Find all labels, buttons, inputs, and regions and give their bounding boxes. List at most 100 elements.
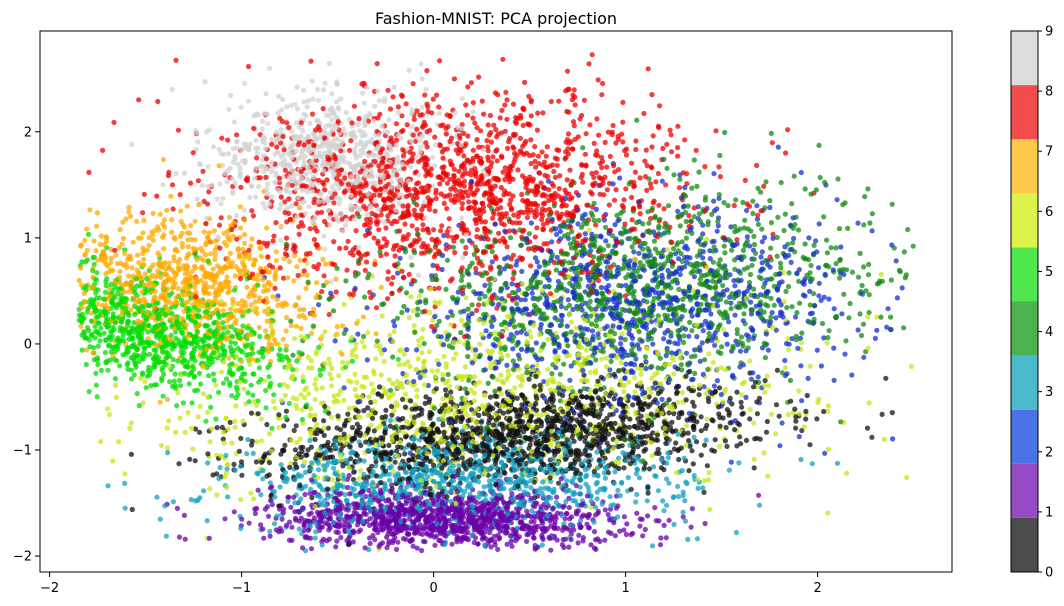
scatter-point-class-8	[644, 188, 649, 193]
scatter-point-class-9	[328, 190, 333, 195]
scatter-point-class-6	[413, 402, 418, 407]
scatter-point-class-8	[376, 227, 381, 232]
scatter-point-class-7	[314, 280, 319, 285]
scatter-point-class-8	[100, 148, 105, 153]
scatter-point-class-4	[720, 283, 725, 288]
scatter-point-class-4	[678, 223, 683, 228]
scatter-point-class-6	[665, 247, 670, 252]
scatter-point-class-2	[537, 264, 542, 269]
scatter-point-class-0	[466, 418, 471, 423]
scatter-point-class-8	[594, 148, 599, 153]
scatter-point-class-3	[664, 503, 669, 508]
scatter-point-class-3	[680, 468, 685, 473]
scatter-point-class-1	[555, 526, 560, 531]
scatter-point-class-9	[260, 126, 265, 131]
scatter-point-class-7	[141, 218, 146, 223]
scatter-point-class-8	[596, 133, 601, 138]
scatter-point-class-2	[333, 338, 338, 343]
scatter-point-class-8	[357, 116, 362, 121]
scatter-point-class-4	[497, 271, 502, 276]
scatter-point-class-1	[756, 493, 761, 498]
scatter-point-class-6	[783, 365, 788, 370]
scatter-point-class-2	[701, 328, 706, 333]
scatter-point-class-7	[169, 217, 174, 222]
scatter-point-class-9	[356, 245, 361, 250]
scatter-point-class-9	[253, 194, 258, 199]
scatter-point-class-8	[424, 102, 429, 107]
scatter-point-class-0	[228, 420, 233, 425]
scatter-point-class-8	[330, 261, 335, 266]
scatter-point-class-6	[786, 412, 791, 417]
scatter-point-class-8	[526, 246, 531, 251]
scatter-point-class-8	[533, 234, 538, 239]
scatter-point-class-2	[789, 260, 794, 265]
scatter-point-class-0	[383, 408, 388, 413]
scatter-point-class-9	[310, 97, 315, 102]
scatter-point-class-8	[460, 206, 465, 211]
scatter-point-class-7	[93, 248, 98, 253]
scatter-point-class-8	[176, 128, 181, 133]
scatter-point-class-2	[839, 311, 844, 316]
scatter-point-class-4	[722, 250, 727, 255]
scatter-point-class-5	[93, 371, 98, 376]
scatter-point-class-2	[797, 434, 802, 439]
scatter-point-class-2	[623, 362, 628, 367]
scatter-point-class-4	[841, 292, 846, 297]
scatter-point-class-7	[161, 232, 166, 237]
scatter-point-class-6	[387, 333, 392, 338]
scatter-point-class-3	[331, 466, 336, 471]
scatter-point-class-2	[566, 297, 571, 302]
scatter-point-class-3	[633, 499, 638, 504]
scatter-point-class-8	[273, 220, 278, 225]
scatter-point-class-5	[266, 374, 271, 379]
scatter-point-class-8	[651, 133, 656, 138]
scatter-point-class-4	[366, 272, 371, 277]
scatter-point-class-6	[320, 334, 325, 339]
scatter-point-class-6	[323, 329, 328, 334]
scatter-point-class-0	[403, 405, 408, 410]
scatter-point-class-6	[671, 371, 676, 376]
scatter-point-class-9	[294, 85, 299, 90]
scatter-point-class-2	[823, 272, 828, 277]
scatter-point-class-9	[256, 112, 261, 117]
scatter-point-class-4	[443, 287, 448, 292]
scatter-point-class-4	[657, 217, 662, 222]
scatter-point-class-7	[167, 260, 172, 265]
scatter-point-class-8	[601, 192, 606, 197]
scatter-point-class-8	[219, 136, 224, 141]
scatter-point-class-4	[600, 313, 605, 318]
scatter-point-class-7	[139, 236, 144, 241]
scatter-point-class-9	[322, 246, 327, 251]
scatter-point-class-8	[623, 186, 628, 191]
scatter-point-class-8	[562, 188, 567, 193]
scatter-point-class-0	[479, 420, 484, 425]
scatter-point-class-4	[671, 172, 676, 177]
scatter-point-class-3	[318, 484, 323, 489]
scatter-point-class-9	[260, 119, 265, 124]
scatter-point-class-7	[242, 241, 247, 246]
scatter-point-class-4	[799, 331, 804, 336]
scatter-point-class-8	[565, 69, 570, 74]
scatter-point-class-8	[565, 177, 570, 182]
scatter-point-class-6	[116, 439, 121, 444]
scatter-point-class-6	[588, 370, 593, 375]
scatter-point-class-4	[558, 372, 563, 377]
scatter-point-class-8	[394, 121, 399, 126]
scatter-point-class-4	[705, 367, 710, 372]
scatter-point-class-2	[895, 295, 900, 300]
scatter-point-class-4	[827, 328, 832, 333]
scatter-point-class-9	[410, 124, 415, 129]
scatter-point-class-6	[190, 447, 195, 452]
scatter-point-class-9	[267, 202, 272, 207]
scatter-point-class-3	[251, 451, 256, 456]
scatter-point-class-7	[296, 295, 301, 300]
scatter-point-class-2	[470, 360, 475, 365]
chart-title: Fashion-MNIST: PCA projection	[375, 9, 617, 28]
scatter-point-class-9	[301, 88, 306, 93]
scatter-point-class-8	[466, 199, 471, 204]
scatter-point-class-4	[769, 276, 774, 281]
scatter-point-class-4	[559, 282, 564, 287]
scatter-point-class-5	[125, 367, 130, 372]
scatter-point-class-0	[701, 490, 706, 495]
scatter-point-class-4	[867, 220, 872, 225]
